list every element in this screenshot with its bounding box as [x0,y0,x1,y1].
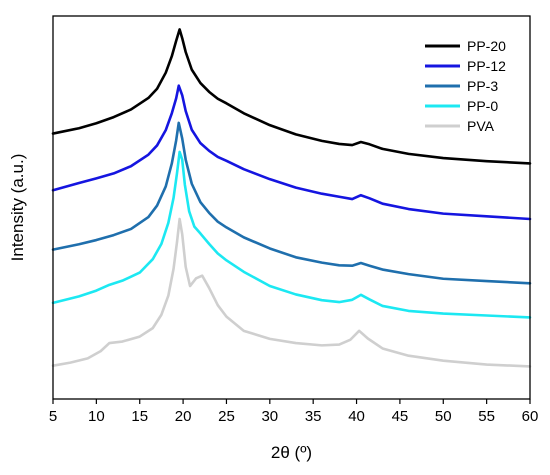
series-line-pva [51,217,532,368]
x-tick-label: 40 [348,408,365,425]
legend-item-pp-12: PP-12 [425,58,506,74]
x-tick-label: 55 [478,408,495,425]
x-tick-label: 50 [435,408,452,425]
legend-label: PP-12 [467,58,506,74]
x-tick-label: 45 [392,408,409,425]
legend-label: PVA [467,118,495,134]
legend-item-pp-3: PP-3 [425,78,498,94]
x-tick-label: 35 [305,408,322,425]
legend-label: PP-3 [467,78,498,94]
x-axis-ticks: 5 10 15 20 25 30 35 40 45 50 55 60 [49,399,539,425]
x-tick-label: 5 [49,408,57,425]
x-tick-label: 10 [88,408,105,425]
series-layer [51,28,532,368]
legend-label: PP-0 [467,98,498,114]
x-tick-label: 20 [175,408,192,425]
series-line-pp-0 [51,150,532,319]
y-axis-title: Intensity (a.u.) [8,154,27,262]
plot-area-frame [52,15,531,400]
series-line-pp-12 [51,84,532,221]
x-tick-label: 15 [131,408,148,425]
x-tick-label: 25 [218,408,235,425]
series-line-pp-3 [51,121,532,285]
series-line-pp-20 [51,28,532,165]
x-axis-title: 2θ (º) [271,443,312,462]
legend: PP-20 PP-12 PP-3 PP-0 PVA [425,38,506,134]
legend-item-pp-20: PP-20 [425,38,506,54]
x-tick-label: 60 [522,408,539,425]
legend-label: PP-20 [467,38,506,54]
legend-item-pp-0: PP-0 [425,98,498,114]
x-tick-label: 30 [261,408,278,425]
legend-item-pva: PVA [425,118,495,134]
